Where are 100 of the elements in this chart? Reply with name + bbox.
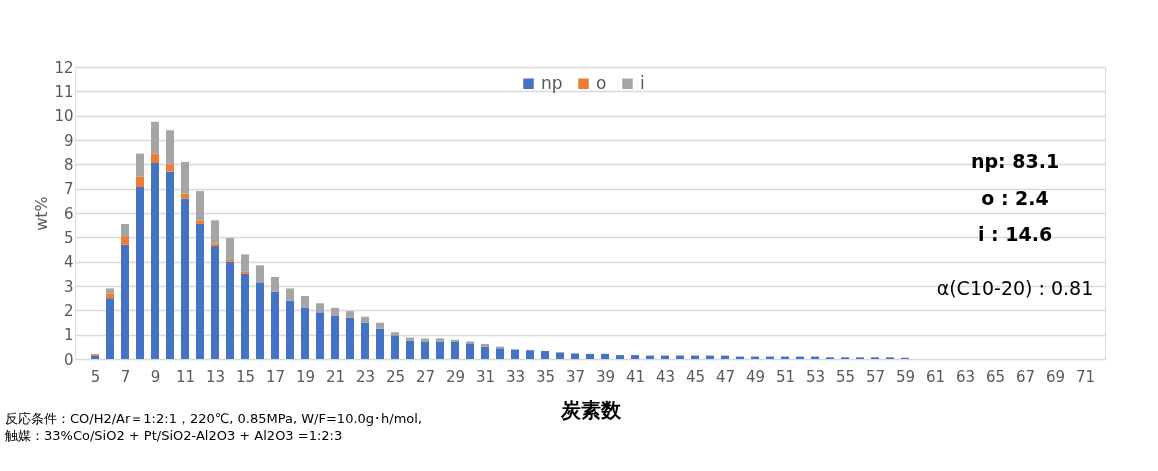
x-tick-label: 51: [775, 367, 796, 386]
x-tick-label: 13: [205, 367, 226, 386]
y-tick-label: 3: [63, 277, 74, 296]
x-tick-label: 57: [865, 367, 886, 386]
x-tick-label: 19: [295, 367, 316, 386]
bar: [226, 261, 234, 359]
bar: [121, 236, 129, 245]
bar: [616, 355, 624, 359]
bar: [631, 355, 639, 359]
bar: [151, 121, 159, 154]
x-tick-label: 33: [505, 367, 526, 386]
bar: [241, 271, 249, 274]
bar: [391, 335, 399, 359]
x-tick-label: 5: [90, 367, 101, 386]
bar: [331, 315, 339, 359]
bar: [211, 243, 219, 246]
bar: [106, 298, 114, 359]
x-tick-label: 29: [445, 367, 466, 386]
bar: [211, 220, 219, 244]
x-tick-label: 49: [745, 367, 766, 386]
bar: [166, 171, 174, 359]
x-tick-label: 71: [1075, 367, 1096, 386]
bar: [346, 317, 354, 359]
bar: [481, 346, 489, 359]
x-tick-label: 63: [955, 367, 976, 386]
legend-label: i: [640, 72, 645, 93]
bar: [106, 288, 114, 294]
bar: [181, 161, 189, 194]
bar: [421, 341, 429, 359]
x-tick-label: 43: [655, 367, 676, 386]
bar: [196, 191, 204, 221]
bar: [526, 350, 534, 359]
bar: [256, 265, 264, 283]
y-tick-label: 8: [63, 155, 74, 174]
bar: [271, 291, 279, 359]
y-tick-label: 9: [63, 131, 74, 150]
x-tick-label: 25: [385, 367, 406, 386]
bar: [196, 220, 204, 224]
bar: [376, 322, 384, 329]
x-tick-label: 69: [1045, 367, 1066, 386]
bar: [286, 288, 294, 301]
bar: [211, 245, 219, 359]
bar: [406, 340, 414, 359]
bar: [241, 254, 249, 272]
bar: [541, 350, 549, 359]
bar: [481, 343, 489, 347]
bar: [196, 223, 204, 359]
bar: [316, 303, 324, 313]
bar: [286, 300, 294, 359]
text: 触媒：33%Co/SiO2 + Pt/SiO2-Al2O3 + Al2O3 =1:2:3: [5, 428, 343, 443]
bar: [106, 293, 114, 299]
annotation: np: 83.1: [970, 150, 1060, 172]
y-tick-label: 6: [63, 204, 74, 223]
y-tick-label: 0: [63, 350, 74, 369]
x-axis-title: 炭素数: [559, 397, 622, 422]
bar: [586, 353, 594, 359]
x-tick-label: 27: [415, 367, 436, 386]
bar: [256, 282, 264, 359]
x-tick-label: 55: [835, 367, 856, 386]
x-tick-label: 35: [535, 367, 556, 386]
x-tick-label: 39: [595, 367, 616, 386]
bar: [226, 238, 234, 260]
bar: [121, 223, 129, 237]
x-tick-label: 67: [1015, 367, 1036, 386]
x-tick-label: 15: [235, 367, 256, 386]
x-tick-label: 47: [715, 367, 736, 386]
y-tick-label: 7: [63, 180, 74, 199]
bar: [136, 186, 144, 359]
bar: [166, 130, 174, 165]
y-axis-title: wt%: [32, 196, 52, 231]
x-tick-label: 61: [925, 367, 946, 386]
bar: [121, 244, 129, 359]
bar: [346, 311, 354, 318]
y-tick-label: 10: [54, 107, 74, 126]
bar: [376, 328, 384, 359]
bar: [466, 343, 474, 359]
legend-label: o: [596, 72, 607, 93]
y-tick-label: 11: [54, 82, 74, 101]
bar: [436, 338, 444, 342]
y-tick-label: 5: [63, 228, 74, 247]
x-tick-label: 11: [175, 367, 196, 386]
x-tick-label: 9: [150, 367, 161, 386]
x-tick-label: 23: [355, 367, 376, 386]
bar: [166, 164, 174, 172]
bar: [556, 352, 564, 359]
bar: [316, 312, 324, 359]
bar: [301, 295, 309, 308]
y-tick-label: 12: [54, 58, 74, 77]
y-tick-label: 2: [63, 301, 74, 320]
annotation: i : 14.6: [977, 223, 1053, 245]
bar: [241, 273, 249, 359]
annotation: α(C10-20) : 0.81: [936, 277, 1094, 299]
bar: [601, 353, 609, 359]
bar: [361, 316, 369, 323]
bar: [136, 153, 144, 177]
x-tick-label: 65: [985, 367, 1006, 386]
y-tick-label: 4: [63, 253, 74, 272]
bar: [391, 332, 399, 336]
bar: [361, 322, 369, 359]
bar: [301, 307, 309, 359]
